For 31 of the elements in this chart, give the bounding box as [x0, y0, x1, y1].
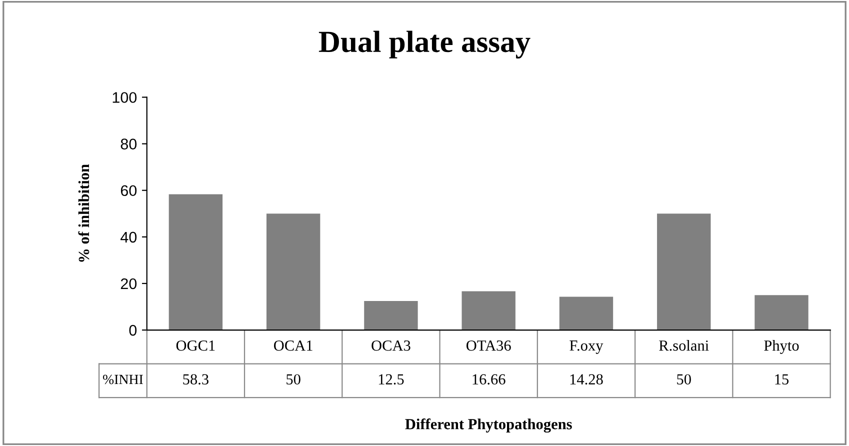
- y-tick-label: 60: [120, 185, 137, 196]
- bar: [266, 214, 320, 330]
- data-label: 14.28: [570, 374, 603, 385]
- x-tick-label: OCA3: [372, 340, 410, 351]
- x-tick-label: F.oxy: [570, 340, 604, 354]
- bar: [754, 295, 808, 330]
- x-tick-label: OTA36: [466, 340, 511, 351]
- data-label: 12.5: [378, 374, 404, 385]
- text: %INHI: [102, 374, 143, 384]
- x-tick-label: Phyto: [764, 340, 799, 354]
- y-tick-label: 0: [129, 324, 137, 336]
- y-tick-label: 40: [120, 232, 137, 243]
- x-axis-title: Different Phytopathogens: [405, 418, 572, 433]
- y-tick-label: 80: [120, 138, 137, 150]
- data-label: 50: [677, 374, 691, 384]
- y-tick-label: 20: [120, 278, 137, 290]
- y-axis-title: % of inhibition: [78, 164, 90, 262]
- data-label: 15: [775, 374, 789, 384]
- x-tick-label: OCA1: [274, 340, 312, 351]
- bar: [657, 214, 711, 330]
- x-tick-label: OGC1: [176, 340, 215, 351]
- bar: [462, 291, 516, 330]
- data-label: 58.3: [183, 374, 208, 385]
- bar: [364, 300, 418, 330]
- x-tick-label: R.solani: [659, 340, 709, 351]
- bar: [168, 194, 223, 330]
- data-label: 16.66: [472, 374, 506, 385]
- data-label: 50: [286, 374, 300, 384]
- y-tick-label: 100: [112, 92, 137, 103]
- chart-title: Dual plate assay: [318, 30, 530, 58]
- bar: [559, 296, 614, 330]
